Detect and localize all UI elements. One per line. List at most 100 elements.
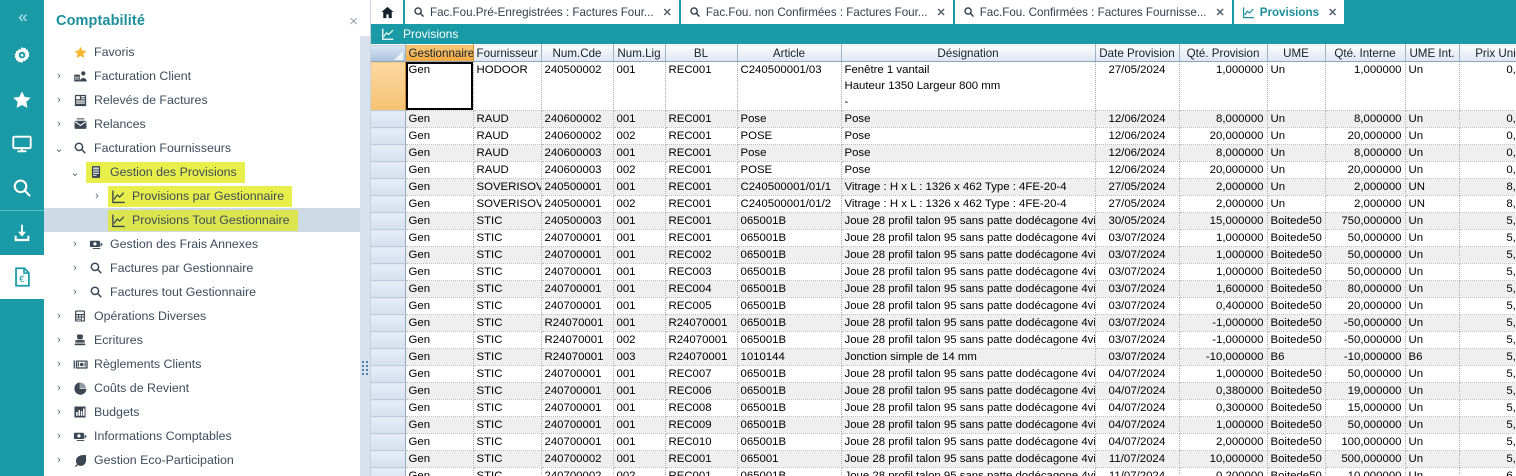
- cell-numlig[interactable]: 001: [613, 246, 666, 264]
- cell-ume[interactable]: Boitede50: [1267, 365, 1326, 383]
- cell-numlig[interactable]: 001: [613, 144, 666, 162]
- cell-fournisseur[interactable]: STIC: [473, 433, 542, 451]
- cell-prix_unitaire[interactable]: 5,20: [1459, 246, 1516, 264]
- cell-prix_unitaire[interactable]: 5,00: [1459, 348, 1516, 366]
- cell-numlig[interactable]: 002: [613, 467, 666, 476]
- cell-numcde[interactable]: 240500003: [541, 212, 614, 230]
- cell-qte_provision[interactable]: 1,000000: [1179, 416, 1268, 434]
- tab-provisions[interactable]: Provisions ✕: [1233, 0, 1345, 24]
- sidebar-item-ecritures[interactable]: › Ecritures: [44, 328, 370, 352]
- cell-gestionnaire[interactable]: Gen: [405, 433, 474, 451]
- cell-bl[interactable]: REC007: [665, 365, 738, 383]
- cell-ume[interactable]: Un: [1267, 161, 1326, 179]
- cell-qte_interne[interactable]: 50,000000: [1325, 263, 1406, 281]
- cell-article[interactable]: 065001B: [737, 433, 842, 451]
- cell-ume_int[interactable]: Un: [1405, 127, 1460, 145]
- sidebar-item-factures-par-gestionnaire[interactable]: › Factures par Gestionnaire: [44, 256, 370, 280]
- cell-fournisseur[interactable]: STIC: [473, 212, 542, 230]
- table-row[interactable]: Gen STIC 240700001 001 REC009 065001B Joue 28 …: [371, 416, 1516, 434]
- cell-prix_unitaire[interactable]: 5,20: [1459, 263, 1516, 281]
- cell-prix_unitaire[interactable]: 8,74: [1459, 178, 1516, 196]
- cell-ume_int[interactable]: Un: [1405, 61, 1460, 111]
- cell-gestionnaire[interactable]: Gen: [405, 212, 474, 230]
- chevron-right-icon[interactable]: ›: [73, 286, 77, 298]
- cell-designation[interactable]: Joue 28 profil talon 95 sans patte dodéc…: [841, 263, 1096, 281]
- cell-article[interactable]: 065001B: [737, 365, 842, 383]
- cell-article[interactable]: 065001: [737, 450, 842, 468]
- column-header-article[interactable]: Article: [737, 44, 842, 62]
- cell-qte_interne[interactable]: 10,000000: [1325, 467, 1406, 476]
- cell-numcde[interactable]: R24070001: [541, 348, 614, 366]
- table-row[interactable]: Gen STIC 240700001 001 REC003 065001B Joue 28 …: [371, 263, 1516, 281]
- table-row[interactable]: Gen STIC 240700001 001 REC004 065001B Joue 28 …: [371, 280, 1516, 298]
- table-row[interactable]: Gen STIC 240700002 001 REC001 065001 Joue 28 p…: [371, 450, 1516, 468]
- cell-ume[interactable]: Un: [1267, 61, 1326, 111]
- column-header-date_provision[interactable]: Date Provision: [1095, 44, 1180, 62]
- cell-numcde[interactable]: 240700001: [541, 263, 614, 281]
- cell-qte_provision[interactable]: 1,000000: [1179, 263, 1268, 281]
- cell-ume_int[interactable]: Un: [1405, 297, 1460, 315]
- chevron-right-icon[interactable]: ›: [57, 70, 61, 82]
- cell-qte_interne[interactable]: 2,000000: [1325, 178, 1406, 196]
- cell-qte_interne[interactable]: 8,000000: [1325, 110, 1406, 128]
- table-row[interactable]: Gen SOVERISOVI 240500001 001 REC001 C24050000…: [371, 178, 1516, 196]
- cell-ume[interactable]: Un: [1267, 178, 1326, 196]
- cell-article[interactable]: 065001B: [737, 229, 842, 247]
- cell-numcde[interactable]: 240600002: [541, 110, 614, 128]
- sidebar-item-gestion-eco-participation[interactable]: › Gestion Eco-Participation: [44, 448, 370, 472]
- cell-prix_unitaire[interactable]: 5,20: [1459, 365, 1516, 383]
- cell-fournisseur[interactable]: STIC: [473, 450, 542, 468]
- cell-fournisseur[interactable]: STIC: [473, 399, 542, 417]
- chevron-right-icon[interactable]: ›: [57, 310, 61, 322]
- cell-fournisseur[interactable]: STIC: [473, 467, 542, 476]
- row-header[interactable]: [371, 212, 406, 230]
- cell-ume_int[interactable]: Un: [1405, 433, 1460, 451]
- cell-numlig[interactable]: 002: [613, 331, 666, 349]
- cell-qte_interne[interactable]: 750,000000: [1325, 212, 1406, 230]
- cell-prix_unitaire[interactable]: 5,20: [1459, 280, 1516, 298]
- cell-designation[interactable]: Joue 28 profil talon 95 sans patte dodéc…: [841, 212, 1096, 230]
- cell-numcde[interactable]: 240700001: [541, 416, 614, 434]
- cell-article[interactable]: 065001B: [737, 416, 842, 434]
- cell-numlig[interactable]: 001: [613, 61, 666, 111]
- cell-ume_int[interactable]: Un: [1405, 263, 1460, 281]
- cell-designation[interactable]: Joue 28 profil talon 95 sans patte dodéc…: [841, 331, 1096, 349]
- cell-designation[interactable]: Joue 28 profil talon 95 sans patte dodéc…: [841, 365, 1096, 383]
- cell-qte_provision[interactable]: 10,000000: [1179, 450, 1268, 468]
- cell-designation[interactable]: Joue 28 profil talon 95 sans patte dodéc…: [841, 467, 1096, 476]
- cell-fournisseur[interactable]: RAUD: [473, 144, 542, 162]
- row-header[interactable]: [371, 331, 406, 349]
- cell-gestionnaire[interactable]: Gen: [405, 110, 474, 128]
- cell-prix_unitaire[interactable]: 5,20: [1459, 433, 1516, 451]
- cell-numlig[interactable]: 002: [613, 195, 666, 213]
- cell-gestionnaire[interactable]: Gen: [405, 348, 474, 366]
- cell-bl[interactable]: REC001: [665, 144, 738, 162]
- cell-date_provision[interactable]: 04/07/2024: [1095, 382, 1180, 400]
- cell-date_provision[interactable]: 03/07/2024: [1095, 229, 1180, 247]
- cell-date_provision[interactable]: 04/07/2024: [1095, 399, 1180, 417]
- cell-designation[interactable]: Joue 28 profil talon 95 sans patte dodéc…: [841, 229, 1096, 247]
- column-header-gestionnaire[interactable]: Gestionnaire: [405, 44, 474, 62]
- cell-numlig[interactable]: 001: [613, 365, 666, 383]
- column-header-numlig[interactable]: Num.Lig: [613, 44, 666, 62]
- cell-designation[interactable]: Vitrage : H x L : 1326 x 462 Type : 4FE-…: [841, 178, 1096, 196]
- cell-bl[interactable]: REC005: [665, 297, 738, 315]
- cell-date_provision[interactable]: 12/06/2024: [1095, 110, 1180, 128]
- cell-prix_unitaire[interactable]: 5,20: [1459, 314, 1516, 332]
- cell-qte_interne[interactable]: 50,000000: [1325, 365, 1406, 383]
- cell-designation[interactable]: Joue 28 profil talon 95 sans patte dodéc…: [841, 382, 1096, 400]
- column-header-qte_interne[interactable]: Qté. Interne: [1325, 44, 1406, 62]
- cell-bl[interactable]: REC008: [665, 399, 738, 417]
- cell-fournisseur[interactable]: STIC: [473, 297, 542, 315]
- cell-date_provision[interactable]: 03/07/2024: [1095, 331, 1180, 349]
- cell-numcde[interactable]: 240700001: [541, 246, 614, 264]
- row-header[interactable]: [371, 399, 406, 417]
- cell-numcde[interactable]: 240700002: [541, 450, 614, 468]
- cell-designation[interactable]: Joue 28 profil talon 95 sans patte dodéc…: [841, 433, 1096, 451]
- cell-fournisseur[interactable]: SOVERISOVI: [473, 195, 542, 213]
- cell-numcde[interactable]: 240700001: [541, 365, 614, 383]
- sidebar-item-op-rations-diverses[interactable]: › Opérations Diverses: [44, 304, 370, 328]
- cell-ume[interactable]: Boitede50: [1267, 280, 1326, 298]
- cell-date_provision[interactable]: 11/07/2024: [1095, 450, 1180, 468]
- cell-numcde[interactable]: 240700001: [541, 229, 614, 247]
